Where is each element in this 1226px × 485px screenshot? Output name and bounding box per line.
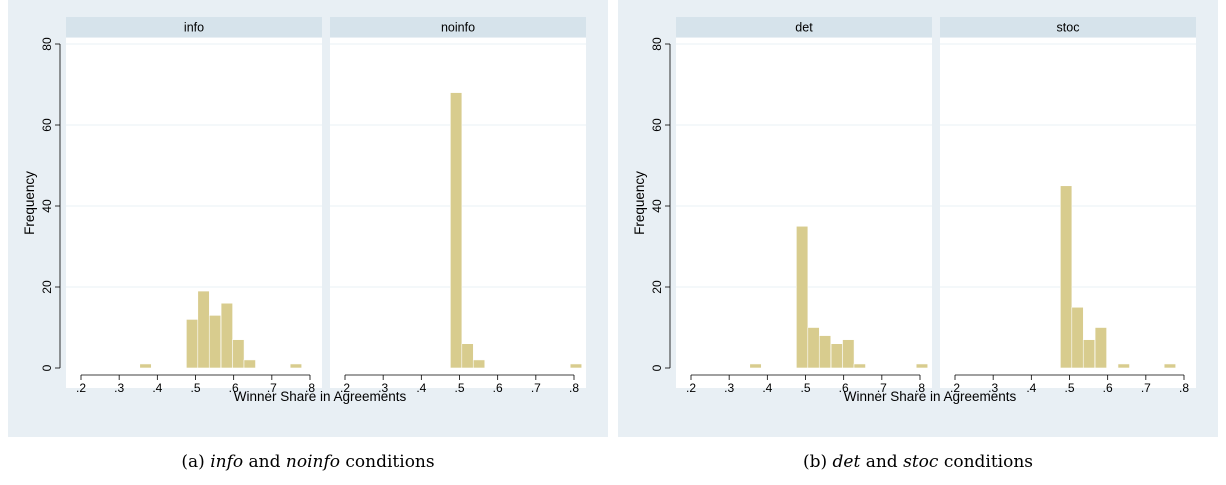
histogram-bar [1117, 363, 1130, 369]
caption-and: and [248, 452, 281, 472]
x-tick-label: .5 [800, 381, 810, 395]
x-tick-label: .4 [416, 381, 426, 395]
x-tick-label: .6 [229, 381, 239, 395]
x-tick-label: .3 [988, 381, 998, 395]
x-tick-label: .2 [76, 381, 86, 395]
x-tick-label: .4 [762, 381, 772, 395]
panel-strip [330, 17, 586, 37]
caption-tail: conditions [345, 452, 435, 472]
histogram-bar [197, 290, 210, 369]
x-tick-label: .2 [340, 381, 350, 395]
histogram-bar [139, 363, 152, 369]
caption-and: and [865, 452, 898, 472]
x-tick-label: .6 [839, 381, 849, 395]
histogram-bar [1163, 363, 1177, 369]
y-tick-label: 40 [650, 199, 664, 213]
x-tick-label: .2 [686, 381, 696, 395]
y-tick-label: 20 [40, 280, 54, 294]
panel-title: info [184, 21, 204, 35]
caption-b: (b) det and stoc conditions [618, 452, 1218, 472]
y-tick-label: 60 [650, 118, 664, 132]
histogram-bar [749, 363, 762, 369]
histogram-chart-a: info .2 .3 .4 .5 .6 .7 .8 noinfo .2 .3 .4 .5 .6 .7 .8 0 2… [8, 0, 608, 437]
histogram-bar [1071, 306, 1084, 369]
histogram-bar [1082, 339, 1096, 369]
x-tick-label: .3 [378, 381, 388, 395]
histogram-chart-b: det .2 .3 .4 .5 .6 .7 .8 stoc .2 .3 .4 .5 .6 .7 .8 0 20 40… [618, 0, 1218, 437]
x-tick-label: .2 [950, 381, 960, 395]
x-tick-label: .7 [1141, 381, 1151, 395]
x-tick-label: .4 [152, 381, 162, 395]
y-axis-title: Frequency [632, 171, 647, 235]
x-tick-label: .6 [493, 381, 503, 395]
x-tick-label: .7 [267, 381, 277, 395]
panel-strip [676, 17, 932, 37]
histogram-bar [461, 343, 474, 369]
histogram-bar [472, 359, 486, 369]
caption-condition-1: det [832, 452, 861, 472]
histogram-bar [243, 359, 256, 369]
x-tick-label: .3 [114, 381, 124, 395]
panel-title: noinfo [441, 21, 475, 35]
x-axis-title: Winner Share in Agreements [234, 389, 407, 404]
x-tick-label: .8 [915, 381, 925, 395]
histogram-bar [915, 363, 929, 369]
x-tick-label: .8 [305, 381, 315, 395]
panel-title: stoc [1057, 21, 1080, 35]
figure-a: info .2 .3 .4 .5 .6 .7 .8 noinfo .2 .3 .4 .5 .6 .7 .8 0 2… [8, 0, 608, 437]
panel-title: det [795, 21, 813, 35]
y-tick-label: 80 [40, 37, 54, 51]
panel-strip [66, 17, 322, 37]
x-tick-label: .7 [531, 381, 541, 395]
histogram-bar [853, 363, 866, 369]
caption-condition-2: noinfo [285, 452, 340, 472]
caption-label: (b) [802, 452, 828, 472]
x-tick-label: .7 [877, 381, 887, 395]
x-tick-label: .8 [1179, 381, 1189, 395]
caption-condition-1: info [210, 452, 244, 472]
y-tick-label: 20 [650, 280, 664, 294]
y-tick-label: 60 [40, 118, 54, 132]
histogram-bar [818, 335, 832, 369]
histogram-bar [450, 92, 463, 369]
x-tick-label: .4 [1026, 381, 1036, 395]
x-tick-label: .3 [724, 381, 734, 395]
histogram-bar [569, 363, 583, 369]
histogram-bar [220, 302, 233, 369]
caption-label: (a) [181, 452, 205, 472]
y-tick-label: 0 [40, 364, 54, 371]
histogram-bar [842, 339, 855, 369]
y-axis-title: Frequency [22, 171, 37, 235]
histogram-bar [1060, 185, 1073, 369]
histogram-bar [796, 225, 809, 369]
panel-strip [940, 17, 1196, 37]
caption-tail: conditions [943, 452, 1034, 472]
caption-a: (a) info and noinfo conditions [8, 452, 608, 472]
x-tick-label: .5 [190, 381, 200, 395]
y-tick-label: 40 [40, 199, 54, 213]
histogram-bar [289, 363, 303, 369]
caption-condition-2: stoc [903, 452, 939, 472]
histogram-bar [208, 315, 222, 369]
figure-b: det .2 .3 .4 .5 .6 .7 .8 stoc .2 .3 .4 .5 .6 .7 .8 0 20 40… [618, 0, 1218, 437]
histogram-bar [807, 327, 820, 369]
x-tick-label: .8 [569, 381, 579, 395]
x-tick-label: .5 [454, 381, 464, 395]
x-axis-title: Winner Share in Agreements [844, 389, 1017, 404]
histogram-bar [186, 319, 199, 369]
x-tick-label: .6 [1103, 381, 1113, 395]
y-tick-label: 0 [650, 364, 664, 371]
histogram-bar [830, 343, 843, 369]
x-tick-label: .5 [1064, 381, 1074, 395]
histogram-bar [232, 339, 245, 369]
histogram-bar [1094, 327, 1107, 369]
y-tick-label: 80 [650, 37, 664, 51]
